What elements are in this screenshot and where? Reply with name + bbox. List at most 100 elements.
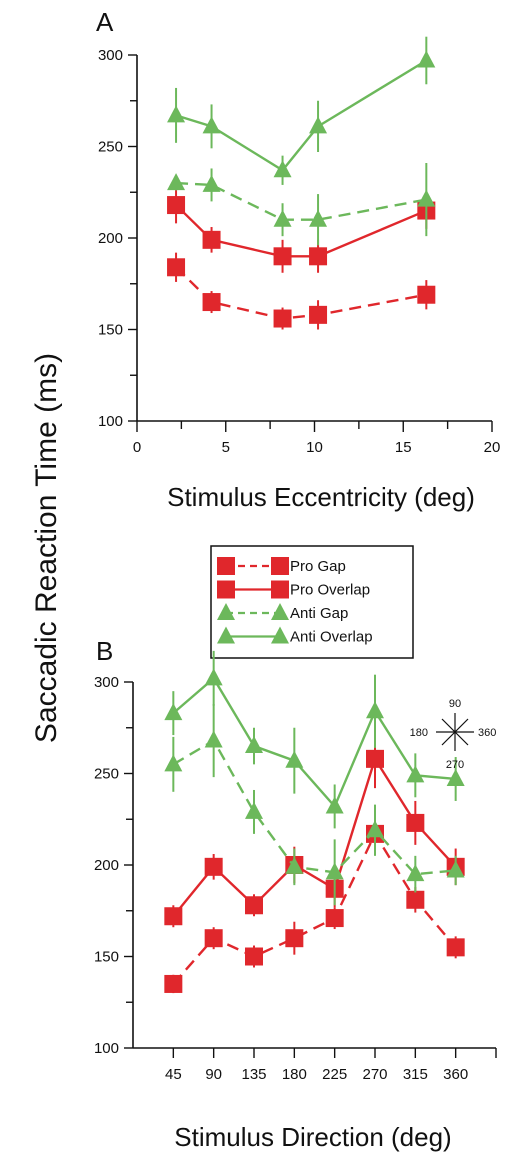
compass-label-top: 90 [449, 698, 461, 710]
panel-b-pro-gap-point [164, 974, 183, 993]
panel-b-anti-overlap-line [172, 676, 456, 809]
panel-b-pro-gap-point [245, 947, 263, 966]
panel-b-x-tick-label: 225 [322, 1066, 347, 1083]
panel-a-pro-overlap-point [273, 247, 292, 266]
panel-a-pro-overlap-point [167, 196, 186, 215]
panel-a-y-tick-label: 200 [98, 230, 123, 247]
panel-a-anti-overlap-point [167, 105, 186, 123]
panel-a-x-tick-label: 0 [133, 439, 141, 456]
panel-a-y-tick-label: 300 [98, 47, 123, 64]
panel-a-x-tick-label: 15 [395, 439, 412, 456]
panel-b-pro-overlap-point [245, 896, 263, 915]
panel-a-anti-overlap-point [202, 116, 221, 134]
panel-a-x-tick-label: 5 [222, 439, 230, 456]
panel-b-anti-overlap-point [204, 668, 223, 686]
panel-b-y-tick-label: 150 [94, 949, 119, 966]
panel-a-y-tick-label: 150 [98, 322, 123, 339]
panel-a-pro-overlap-point [309, 247, 328, 266]
panel-a-y-tick-label: 100 [98, 413, 123, 430]
panel-a-x-tick-label: 10 [306, 439, 323, 456]
direction-compass: 90 180 360 270 [410, 698, 497, 771]
panel-b-pro-overlap-point [164, 907, 183, 926]
panel-b-x-tick-label: 270 [362, 1066, 387, 1083]
panel-b-anti-overlap-point [325, 796, 344, 814]
panel-b-anti-overlap-point [406, 765, 425, 783]
legend-anti-gap-marker-left [217, 603, 235, 620]
panel-b-letter: B [96, 636, 113, 666]
legend-pro-overlap-marker-left [217, 580, 235, 599]
panel-a-letter: A [96, 7, 114, 37]
panel-a-anti-gap-point [167, 173, 186, 191]
panel-b-anti-overlap-point [245, 736, 263, 754]
panel-a-anti-overlap-point [309, 116, 328, 134]
legend-anti-overlap-label: Anti Overlap [290, 629, 373, 646]
legend-anti-overlap-marker-left [217, 626, 235, 644]
panel-b-y-tick-label: 100 [94, 1040, 119, 1057]
panel-b-x-tick-label: 135 [241, 1066, 266, 1083]
panel-a-pro-gap-point [309, 305, 328, 324]
panel-b-pro-gap-point [325, 909, 344, 928]
panel-b-y-tick-label: 250 [94, 766, 119, 783]
panel-a: A 100 150 200 250 300 0 5 10 15 20 Stimulus Eccen… [96, 7, 500, 512]
legend-anti-gap-label: Anti Gap [290, 605, 348, 622]
panel-b-y-tick-label: 200 [94, 857, 119, 874]
panel-a-pro-gap-point [417, 285, 436, 304]
panel-b-pro-gap-point [285, 929, 304, 948]
legend-pro-overlap-label: Pro Overlap [290, 582, 370, 599]
panel-b-anti-gap-point [285, 856, 304, 874]
panel-a-x-tick-label: 20 [484, 439, 501, 456]
panel-b-pro-overlap-point [366, 749, 384, 768]
panel-b-x-tick-label: 360 [443, 1066, 468, 1083]
panel-b-pro-gap-point [406, 890, 425, 909]
panel-b-x-tick-label: 180 [282, 1066, 307, 1083]
panel-b-plot [164, 650, 465, 994]
panel-b-pro-gap-point [446, 938, 465, 957]
panel-b-pro-gap-point [204, 929, 223, 948]
panel-a-anti-gap-point [309, 209, 328, 227]
legend-pro-overlap-marker-right [271, 580, 289, 599]
panel-a-x-axis-label: Stimulus Eccentricity (deg) [167, 482, 475, 512]
panel-b-anti-overlap-point [446, 768, 465, 786]
panel-b-anti-overlap-point [164, 703, 183, 721]
panel-b-anti-gap-point [204, 730, 223, 748]
panel-b-pro-overlap-point [406, 813, 425, 832]
compass-label-left: 180 [410, 727, 428, 739]
panel-a-anti-gap-point [273, 209, 292, 227]
panel-b-anti-overlap-point [366, 701, 384, 719]
legend-anti-gap-marker-right [271, 603, 289, 620]
panel-b-anti-gap-point [406, 864, 425, 882]
legend-anti-overlap-marker-right [271, 626, 289, 644]
panel-a-pro-gap-point [202, 293, 221, 312]
panel-b-x-tick-label: 45 [165, 1066, 182, 1083]
compass-label-right: 360 [478, 727, 496, 739]
panel-a-pro-overlap-point [202, 230, 221, 249]
panel-b-anti-overlap-point [285, 750, 304, 768]
legend-pro-gap-marker-right [271, 557, 289, 575]
panel-a-plot [167, 36, 436, 330]
panel-a-pro-gap-point [273, 309, 292, 328]
panel-b-x-tick-label: 315 [403, 1066, 428, 1083]
compass-label-bottom: 270 [446, 759, 464, 771]
panel-a-anti-overlap-point [273, 160, 292, 178]
panel-a-anti-overlap-line [175, 59, 427, 172]
panel-b-x-tick-label: 90 [205, 1066, 222, 1083]
legend-box [210, 545, 414, 659]
panel-a-anti-gap-point [417, 189, 436, 207]
panel-b-x-axis-label: Stimulus Direction (deg) [174, 1122, 451, 1152]
panel-b-pro-overlap-point [204, 857, 223, 876]
y-axis-label: Saccadic Reaction Time (ms) [30, 353, 63, 743]
panel-b-y-tick-label: 300 [94, 674, 119, 691]
panel-a-y-tick-label: 250 [98, 139, 123, 156]
panel-b-anti-gap-point [366, 820, 384, 838]
panel-a-axes: 100 150 200 250 300 0 5 10 15 20 [98, 47, 500, 456]
panel-b-pro-gap-line [172, 831, 457, 985]
panel-b-anti-gap-point [325, 862, 344, 880]
panel-a-anti-gap-point [202, 174, 221, 192]
panel-b-axes: 100 150 200 250 300 45 90 135 180 225 270 315 360 [94, 674, 497, 1083]
panel-a-pro-gap-point [167, 258, 186, 277]
legend: Pro Gap Pro Overlap Anti Gap Anti Overlap [210, 545, 414, 659]
panel-b-anti-gap-line [172, 738, 456, 876]
panel-a-anti-overlap-point [417, 50, 436, 68]
